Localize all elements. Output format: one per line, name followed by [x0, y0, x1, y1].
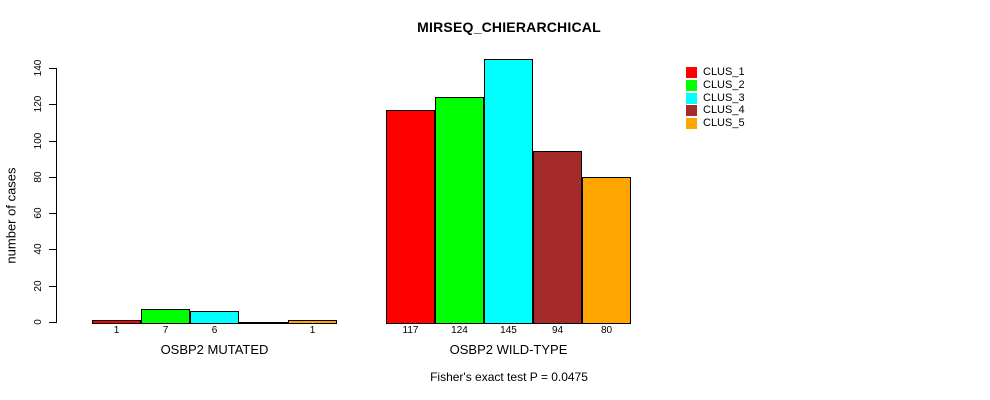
y-axis-tick	[49, 249, 56, 250]
legend-swatch-clus_3	[686, 93, 697, 104]
legend-label-clus_4: CLUS_4	[703, 104, 745, 116]
y-axis-tick	[49, 68, 56, 69]
y-axis-tick-label: 60	[33, 207, 44, 219]
legend-label-clus_1: CLUS_1	[703, 66, 745, 78]
bar-clus_4	[533, 151, 582, 324]
y-axis-tick	[49, 213, 56, 214]
legend-label-clus_2: CLUS_2	[703, 79, 745, 91]
y-axis-tick	[49, 141, 56, 142]
bar-clus_3	[484, 59, 533, 324]
y-axis-line	[56, 68, 57, 323]
y-axis-tick-label: 140	[33, 59, 44, 77]
bar-value-label: 145	[500, 325, 517, 336]
bar-value-label: 1	[309, 325, 316, 336]
bar-value-label: 80	[600, 325, 613, 336]
y-axis-tick-label: 20	[33, 280, 44, 292]
bar-clus_1	[92, 320, 141, 324]
group-label: OSBP2 MUTATED	[160, 342, 269, 357]
y-axis-tick-label: 100	[33, 132, 44, 150]
y-axis-tick-label: 120	[33, 95, 44, 113]
bar-value-label: 94	[551, 325, 564, 336]
chart-title: MIRSEQ_CHIERARCHICAL	[417, 19, 601, 35]
legend-swatch-clus_5	[686, 118, 697, 129]
y-axis-tick-label: 0	[33, 319, 44, 325]
bar-value-label: 7	[162, 325, 169, 336]
y-axis-tick-label: 80	[33, 171, 44, 183]
bar-clus_4	[239, 322, 288, 324]
legend-swatch-clus_1	[686, 67, 697, 78]
annotation-text: Fisher's exact test P = 0.0475	[430, 370, 588, 384]
bar-value-label: 124	[451, 325, 468, 336]
y-axis-tick	[49, 177, 56, 178]
y-axis-tick-label: 40	[33, 243, 44, 255]
legend-label-clus_5: CLUS_5	[703, 117, 745, 129]
y-axis-tick	[49, 104, 56, 105]
bar-value-label: 6	[211, 325, 218, 336]
bar-clus_2	[435, 97, 484, 324]
group-label: OSBP2 WILD-TYPE	[449, 342, 568, 357]
legend-swatch-clus_2	[686, 80, 697, 91]
y-axis-tick	[49, 322, 56, 323]
bar-clus_1	[386, 110, 435, 324]
bar-clus_5	[582, 177, 631, 324]
y-axis-tick	[49, 286, 56, 287]
bar-value-label: 117	[402, 325, 419, 336]
bar-clus_3	[190, 311, 239, 324]
legend-swatch-clus_4	[686, 105, 697, 116]
bar-clus_5	[288, 320, 337, 324]
bar-value-label: 1	[113, 325, 120, 336]
legend-label-clus_3: CLUS_3	[703, 92, 745, 104]
y-axis-title: number of cases	[3, 167, 19, 264]
bar-clus_2	[141, 309, 190, 324]
